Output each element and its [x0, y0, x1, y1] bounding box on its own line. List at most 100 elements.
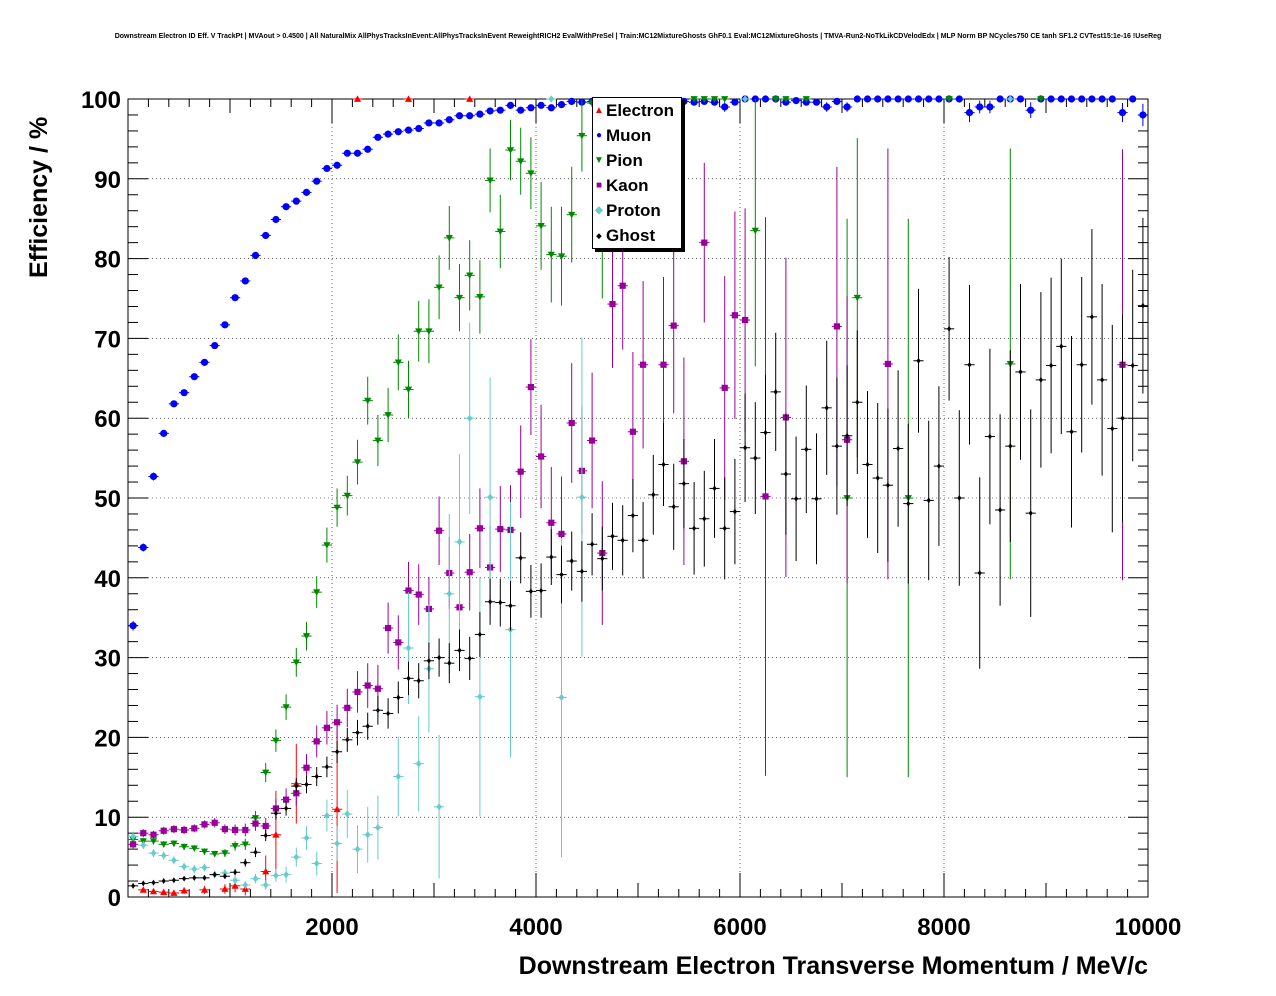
ghost-point [515, 532, 526, 584]
muon-point [556, 100, 567, 109]
marker [1069, 428, 1074, 435]
muon-point [933, 95, 944, 103]
marker [548, 95, 555, 103]
marker [578, 132, 586, 140]
marker [200, 848, 209, 856]
marker [620, 537, 625, 544]
marker [140, 830, 147, 837]
ghost-point [372, 695, 383, 725]
tick-labels: 2000 4000 6000 8000 10000 0 10 20 30 40 50 60 70 80 90… [81, 87, 1181, 941]
marker [334, 839, 340, 848]
marker [353, 459, 362, 466]
marker [353, 95, 362, 102]
marker [171, 856, 177, 864]
kaon-point [525, 339, 536, 435]
marker [466, 112, 474, 120]
ghost-point [138, 880, 149, 887]
muon-point [760, 95, 771, 103]
muon-point [923, 95, 934, 103]
pion-point [423, 299, 434, 364]
legend-item-proton: ◆ Proton [593, 198, 661, 223]
marker [211, 819, 218, 826]
ghost-point [128, 882, 139, 889]
kaon-point [230, 824, 241, 836]
ghost-point [740, 393, 751, 502]
marker [396, 694, 401, 701]
pion-point [332, 488, 343, 527]
marker [906, 500, 911, 507]
proton-point [301, 825, 312, 850]
marker [742, 95, 748, 103]
marker [262, 867, 270, 875]
marker [884, 95, 892, 103]
pion-point [148, 837, 159, 845]
pion-point [179, 843, 190, 851]
marker [1078, 95, 1086, 103]
kaon-point [383, 602, 394, 654]
proton-point [546, 95, 557, 103]
kaon-point [332, 704, 343, 740]
ghost-point [270, 806, 281, 820]
marker [1089, 313, 1094, 320]
marker [547, 104, 555, 112]
marker [149, 472, 158, 481]
marker [914, 95, 923, 103]
muon-point [362, 145, 373, 153]
legend: ▲ Electron ● Muon ▼ Pion ■ Kaon ◆ Proton ◆ Ghost [592, 97, 682, 249]
ghost-point [995, 414, 1006, 606]
marker [191, 865, 198, 873]
series-electron [138, 95, 475, 896]
proton-point [464, 322, 475, 514]
ghost-point [862, 391, 873, 538]
proton-point [260, 880, 271, 890]
muon-point [383, 130, 394, 138]
pion-point [536, 181, 547, 270]
pion-point [434, 255, 445, 320]
y-tick-label: 80 [94, 247, 121, 274]
ghost-point [1076, 276, 1087, 453]
marker [262, 769, 270, 777]
legend-marker-icon: ● [595, 130, 603, 141]
pion-point [342, 475, 353, 516]
muon-point [872, 95, 883, 103]
marker [170, 840, 178, 848]
legend-item-ghost: ◆ Ghost [593, 223, 655, 248]
pion-point [393, 334, 404, 391]
marker [282, 203, 290, 211]
marker [875, 475, 880, 482]
proton-point [321, 799, 332, 832]
ghost-point [923, 420, 934, 581]
series-kaon [128, 148, 1128, 849]
proton-point [270, 869, 281, 882]
pion-point [230, 841, 241, 851]
marker [425, 328, 433, 335]
muon-point [332, 161, 343, 169]
legend-label: Proton [606, 200, 661, 220]
kaon-point [434, 496, 445, 566]
marker [192, 874, 197, 881]
ghost-point [1127, 269, 1138, 462]
marker [180, 843, 188, 851]
pion-point [770, 96, 781, 103]
marker [201, 821, 208, 828]
muon-point [1015, 95, 1026, 103]
marker [353, 149, 362, 157]
ghost-point [525, 565, 536, 618]
marker [272, 831, 280, 838]
kaon-point [607, 240, 618, 368]
marker [191, 825, 198, 832]
ghost-point [444, 643, 455, 684]
ghost-point [1137, 217, 1148, 394]
marker [242, 881, 249, 889]
marker [200, 358, 209, 366]
marker [517, 106, 525, 114]
y-tick-label: 50 [94, 486, 121, 513]
ghost-point [1005, 350, 1016, 542]
ghost-point [362, 712, 373, 740]
marker [170, 826, 177, 833]
marker [283, 796, 290, 803]
marker [252, 875, 259, 883]
muon-point [719, 102, 730, 112]
marker [998, 506, 1003, 513]
ghost-point [893, 370, 904, 527]
